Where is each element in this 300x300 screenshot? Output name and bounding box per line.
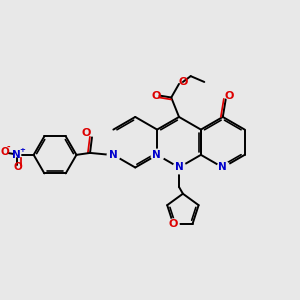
Text: O: O: [14, 161, 22, 172]
Text: N: N: [152, 150, 161, 160]
Text: N: N: [152, 150, 161, 160]
Text: N: N: [218, 163, 227, 172]
Text: N: N: [175, 163, 183, 172]
Text: N: N: [175, 163, 183, 172]
Text: N: N: [12, 150, 20, 160]
Text: O: O: [178, 77, 188, 87]
Text: O: O: [151, 91, 160, 100]
Text: -: -: [7, 142, 10, 152]
Text: +: +: [19, 147, 25, 153]
Text: N: N: [109, 150, 118, 160]
Text: N: N: [218, 163, 227, 172]
Text: N: N: [109, 150, 118, 160]
Text: O: O: [169, 219, 178, 229]
Text: O: O: [225, 91, 234, 100]
Text: O: O: [169, 219, 178, 229]
Text: O: O: [0, 147, 9, 157]
Text: O: O: [82, 128, 91, 137]
